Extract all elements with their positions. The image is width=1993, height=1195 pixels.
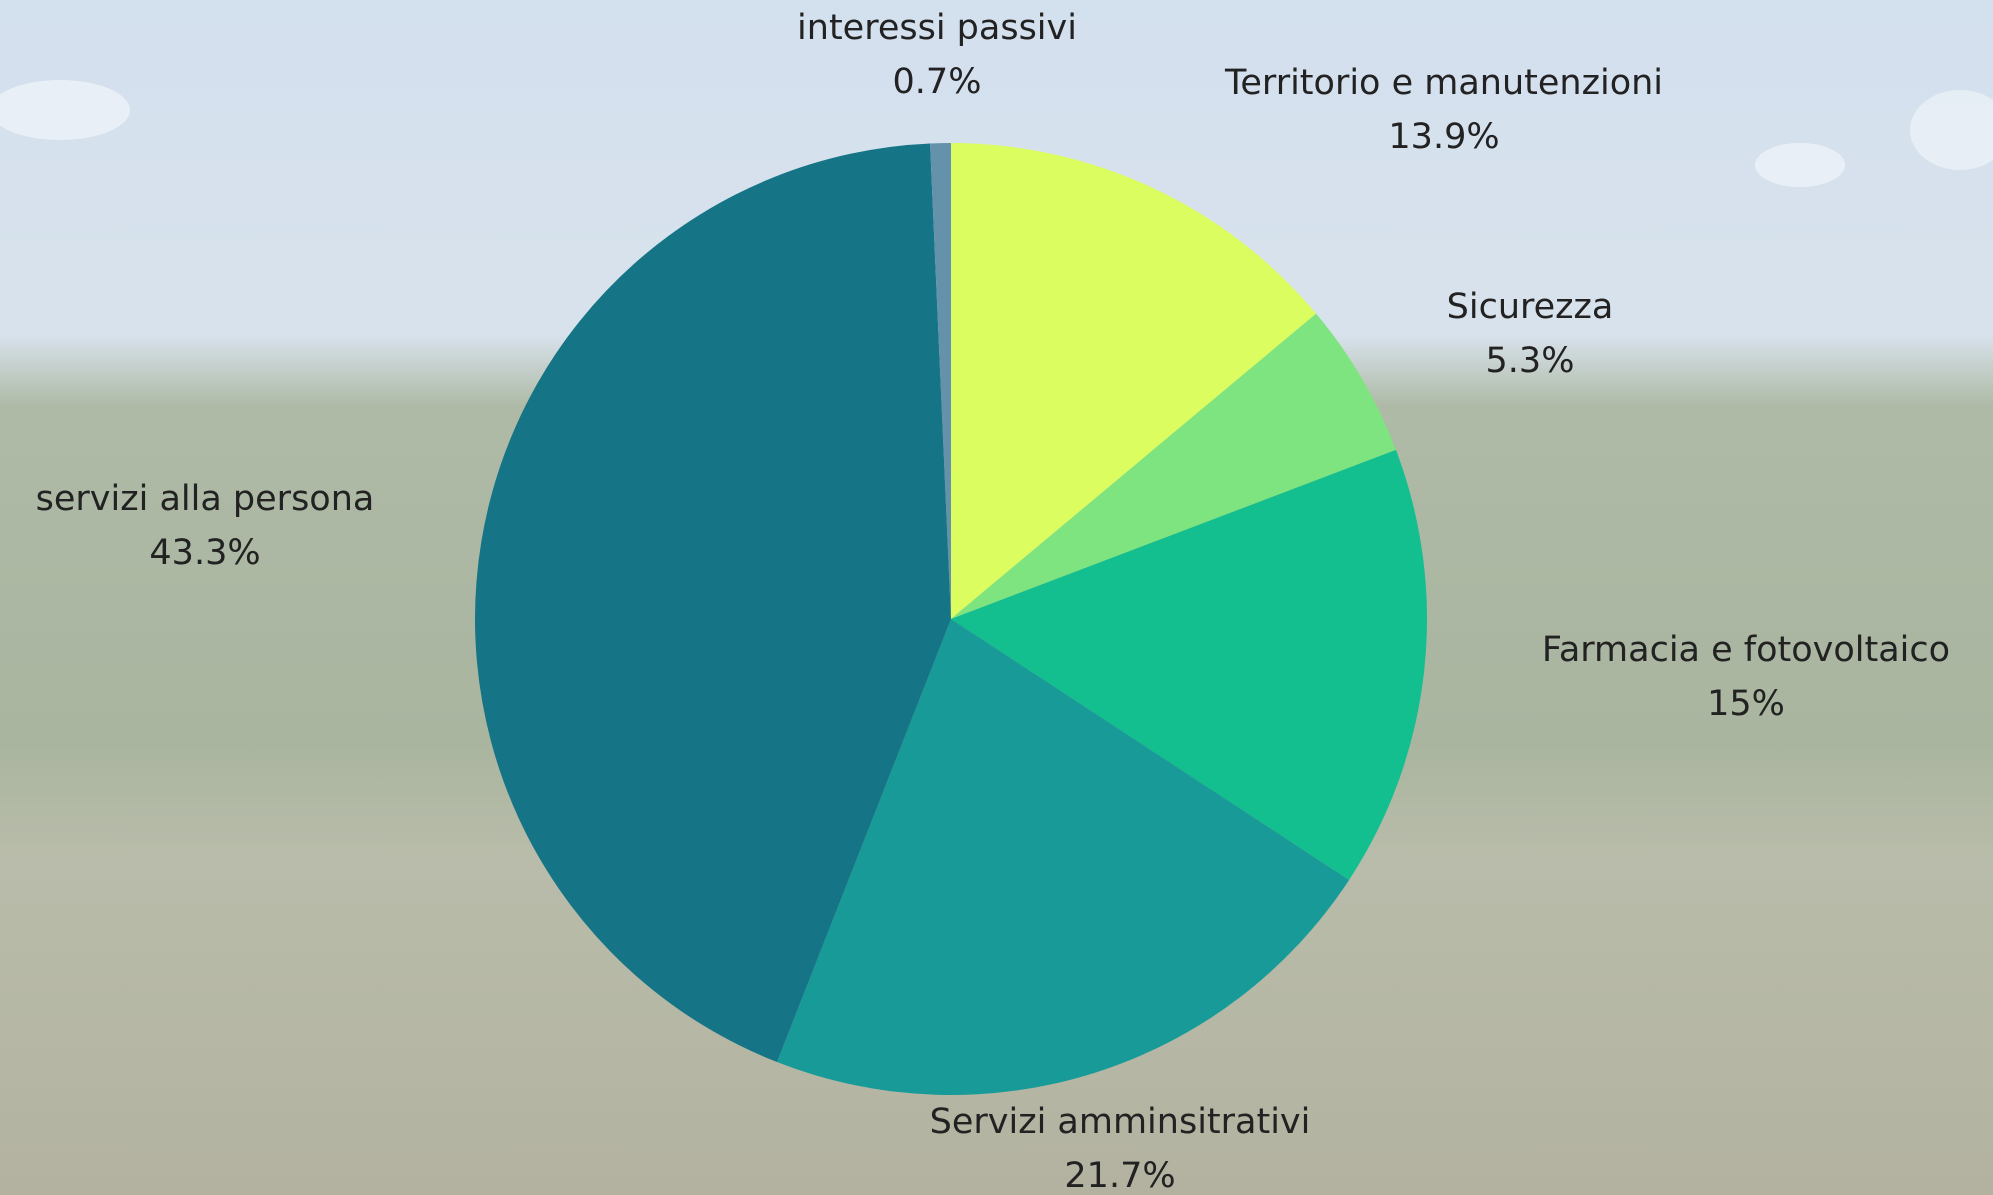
slice-label: Sicurezza [1447, 287, 1614, 327]
cloud [1755, 143, 1845, 187]
value-label: 21.7% [1064, 1156, 1175, 1195]
value-label: 5.3% [1486, 341, 1575, 381]
chart: Territorio e manutenzioni 13.9% Sicurezza 5… [0, 0, 1993, 1195]
slice-label: interessi passivi [797, 8, 1077, 48]
slice-label: servizi alla persona [36, 479, 375, 519]
value-label: 13.9% [1388, 117, 1499, 157]
pie [475, 143, 1427, 1095]
slice-label: Farmacia e fotovoltaico [1542, 630, 1950, 670]
value-label: 0.7% [893, 62, 982, 102]
value-label: 15% [1707, 684, 1785, 724]
page: Territorio e manutenzioni 13.9% Sicurezza 5… [0, 0, 1993, 1195]
slice-label: Territorio e manutenzioni [1224, 63, 1663, 103]
value-label: 43.3% [149, 533, 260, 573]
slice-label: Servizi amminsitrativi [930, 1102, 1311, 1142]
